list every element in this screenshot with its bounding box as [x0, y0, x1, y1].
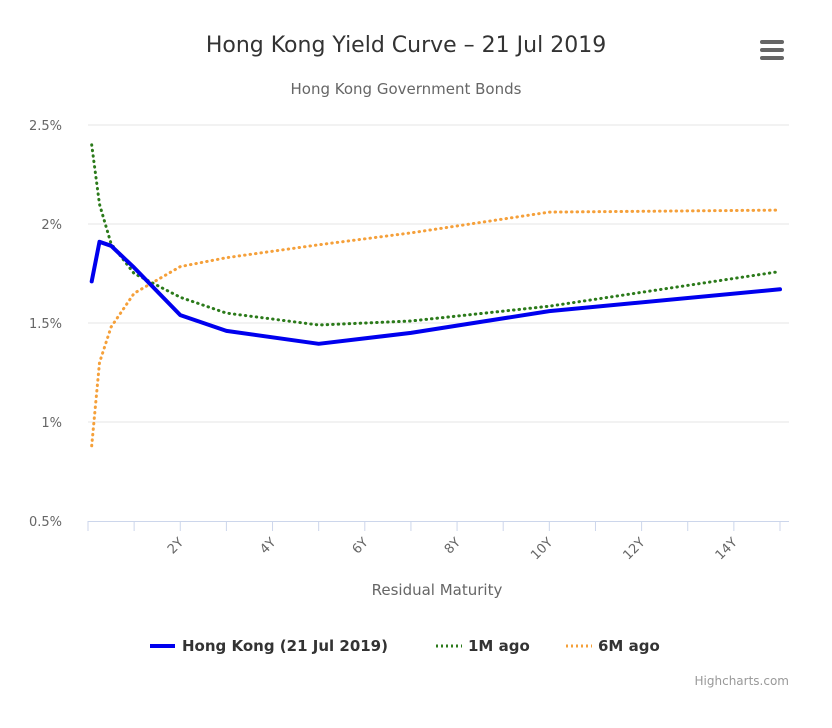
y-axis: 0.5% 1% 1.5% 2% 2.5% — [29, 119, 62, 530]
y-tick-label: 2.5% — [29, 119, 62, 134]
y-tick-label: 2% — [41, 218, 62, 233]
y-tick-label: 0.5% — [29, 515, 62, 530]
legend-label-1m-ago: 1M ago — [468, 637, 530, 655]
legend-label-6m-ago: 6M ago — [598, 637, 660, 655]
legend-item-1m-ago[interactable]: 1M ago — [436, 637, 530, 655]
legend-item-6m-ago[interactable]: 6M ago — [566, 637, 660, 655]
chart-subtitle: Hong Kong Government Bonds — [291, 80, 522, 98]
legend-item-hong-kong[interactable]: Hong Kong (21 Jul 2019) — [150, 637, 388, 655]
legend: Hong Kong (21 Jul 2019) 1M ago 6M ago — [150, 637, 660, 655]
series-line-2[interactable] — [90, 208, 782, 448]
y-tick-label: 1% — [41, 416, 62, 431]
series-line-0[interactable] — [89, 239, 782, 346]
chart-title: Hong Kong Yield Curve – 21 Jul 2019 — [206, 33, 606, 58]
legend-label-hong-kong: Hong Kong (21 Jul 2019) — [182, 637, 388, 655]
credits-link[interactable]: Highcharts.com — [695, 674, 789, 688]
series-line-1[interactable] — [90, 143, 782, 327]
series-lines — [89, 143, 782, 448]
x-axis-title: Residual Maturity — [372, 581, 503, 599]
y-tick-label: 1.5% — [29, 317, 62, 332]
hamburger-menu-icon[interactable] — [754, 30, 790, 66]
